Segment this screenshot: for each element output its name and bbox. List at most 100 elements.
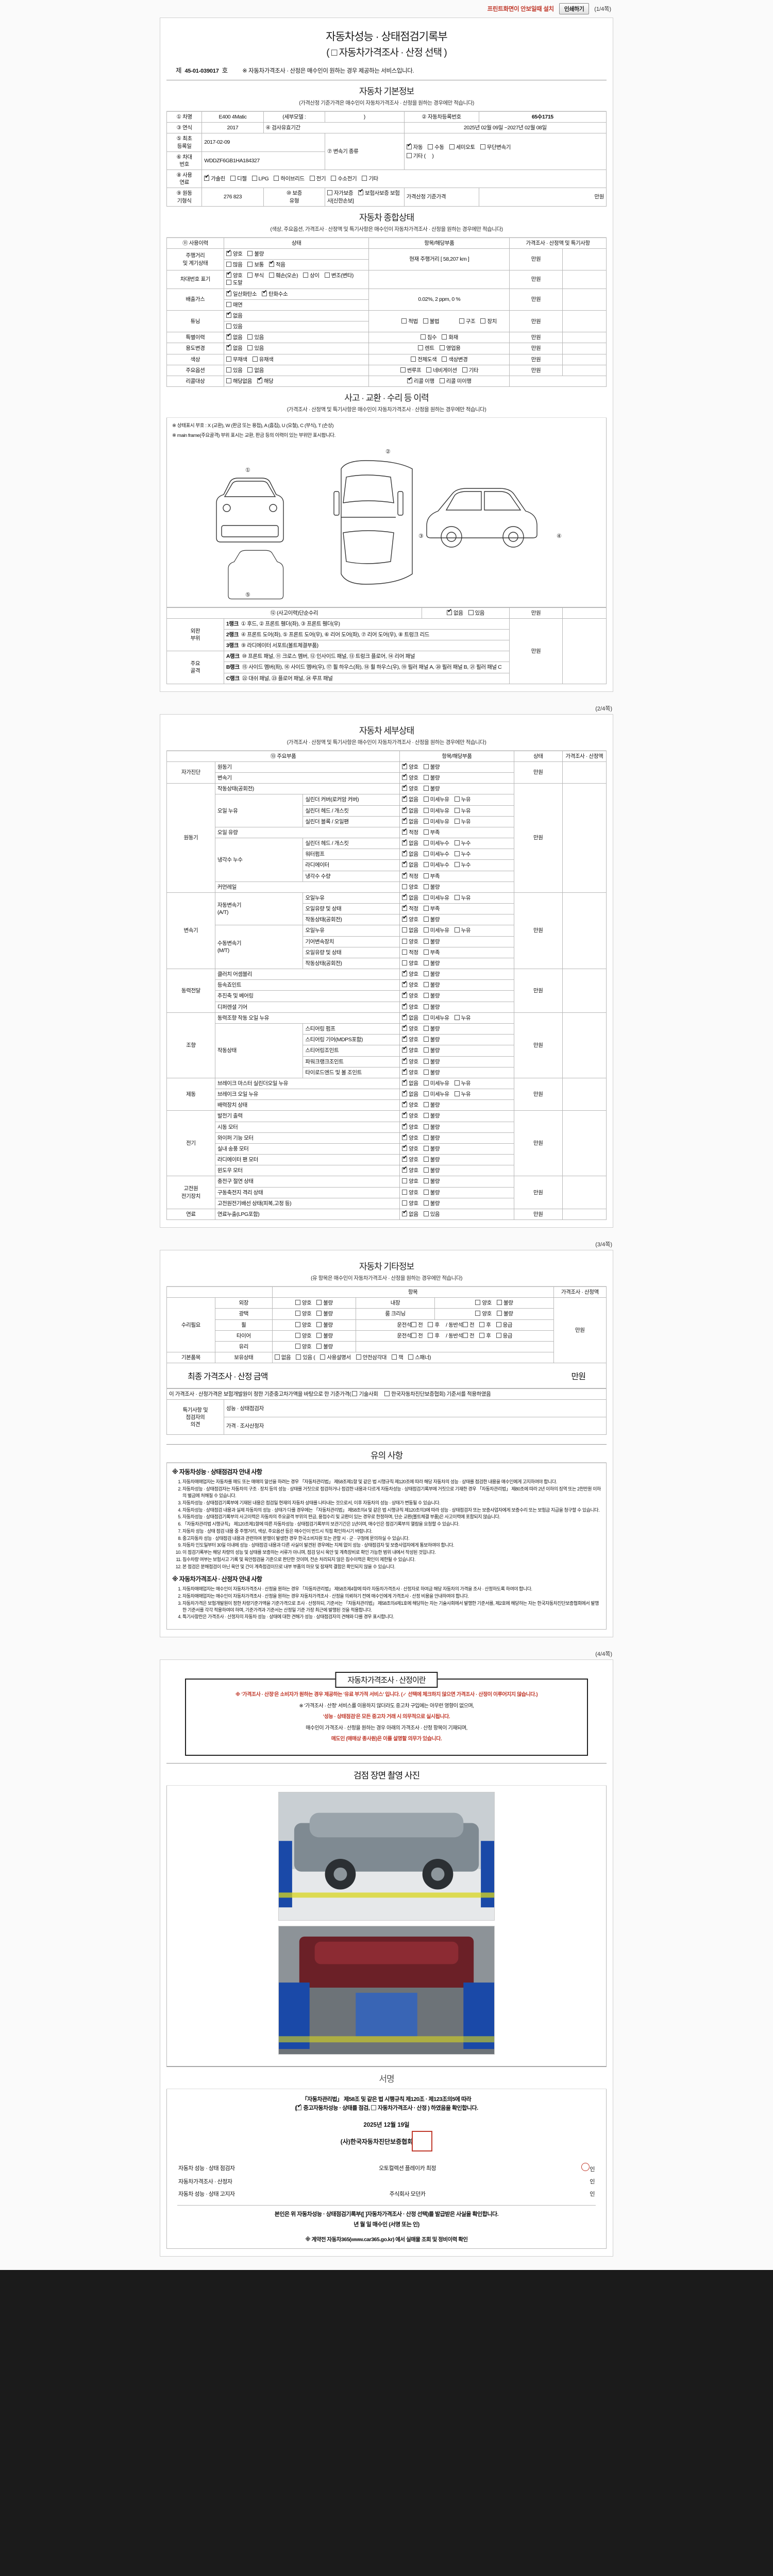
etc-opt3-3-2[interactable]: 응급	[496, 1332, 512, 1340]
checkbox-icon[interactable]	[358, 189, 364, 196]
checkbox-icon[interactable]	[462, 1332, 468, 1338]
checkbox-icon[interactable]	[423, 884, 429, 889]
etc-opt1-1-0[interactable]: 양호	[295, 1310, 312, 1317]
transmission-option-0[interactable]: 자동	[406, 143, 423, 151]
checkbox-icon[interactable]	[423, 1157, 429, 1162]
detail-opt-7-1-1[interactable]: 불량	[423, 1189, 440, 1196]
checkbox-icon[interactable]	[462, 1321, 468, 1327]
checkbox-icon[interactable]	[392, 1354, 397, 1360]
detail-opt-3-3-1[interactable]: 불량	[423, 1004, 440, 1011]
checkbox-icon[interactable]	[402, 1003, 408, 1009]
overall-item-7-2[interactable]: 기타	[462, 367, 479, 374]
checkbox-icon[interactable]	[423, 851, 429, 857]
etc-opt1-0-1[interactable]: 불량	[316, 1299, 333, 1307]
detail-opt-2-6-0[interactable]: 양호	[402, 960, 418, 967]
detail-opt-1-0-1[interactable]: 불량	[423, 785, 440, 792]
detail-opt-6-2-0[interactable]: 양호	[402, 1133, 418, 1142]
detail-opt-2-2-0[interactable]: 양호	[402, 915, 418, 923]
checkbox-icon[interactable]	[316, 1311, 322, 1316]
overall-item-5-1[interactable]: 영업용	[439, 345, 461, 352]
checkbox-icon[interactable]	[423, 1026, 429, 1031]
checkbox-icon[interactable]	[454, 796, 460, 802]
checkbox-icon[interactable]	[454, 851, 460, 857]
fuel-option-1[interactable]: 디젤	[230, 175, 247, 182]
detail-opt-4-0-1[interactable]: 미세누유	[423, 1014, 449, 1022]
overall-item-3-0[interactable]: 구조	[459, 318, 476, 325]
checkbox-icon[interactable]	[204, 174, 210, 181]
checkbox-icon[interactable]	[496, 1332, 501, 1338]
checkbox-icon[interactable]	[226, 356, 231, 362]
etc-opt1-2-0[interactable]: 양호	[295, 1321, 312, 1329]
checkbox-icon[interactable]	[230, 176, 236, 181]
checkbox-icon[interactable]	[402, 762, 408, 769]
checkbox-icon[interactable]	[402, 1155, 408, 1162]
checkbox-icon[interactable]	[423, 786, 429, 791]
checkbox-icon[interactable]	[402, 1100, 408, 1108]
detail-opt-4-4-1[interactable]: 불량	[423, 1058, 440, 1065]
detail-opt-4-0-2[interactable]: 누유	[454, 1014, 471, 1022]
checkbox-icon[interactable]	[402, 949, 408, 955]
etc-hold-opt-0[interactable]: 없음	[274, 1354, 291, 1361]
detail-opt-2-2-1[interactable]: 불량	[423, 916, 440, 923]
checkbox-icon[interactable]	[479, 1332, 485, 1338]
detail-opt-1-6-1[interactable]: 미세누수	[423, 851, 449, 858]
checkbox-icon[interactable]	[262, 290, 267, 296]
detail-opt-1-2-1[interactable]: 미세누유	[423, 807, 449, 815]
detail-opt-7-0-1[interactable]: 불량	[423, 1178, 440, 1185]
checkbox-icon[interactable]	[423, 764, 429, 769]
detail-opt-3-1-1[interactable]: 불량	[423, 981, 440, 989]
checkbox-icon[interactable]	[295, 1321, 300, 1327]
checkbox-icon[interactable]	[423, 1124, 429, 1129]
basis-option-1[interactable]: 기술사회	[352, 1391, 378, 1398]
etc-opt2-1-0[interactable]: 양호	[475, 1310, 492, 1317]
detail-opt-1-2-2[interactable]: 누유	[454, 807, 471, 815]
detail-opt-4-1-0[interactable]: 양호	[402, 1024, 418, 1032]
detail-opt-2-4-1[interactable]: 불량	[423, 938, 440, 945]
transmission-other[interactable]: 기타 ( )	[406, 152, 434, 160]
checkbox-icon[interactable]	[423, 807, 429, 813]
detail-opt-6-0-1[interactable]: 불량	[423, 1112, 440, 1120]
checkbox-icon[interactable]	[402, 915, 408, 922]
detail-opt-2-3-0[interactable]: 없음	[402, 927, 418, 934]
checkbox-icon[interactable]	[402, 980, 408, 988]
checkbox-icon[interactable]	[402, 1057, 408, 1064]
checkbox-icon[interactable]	[226, 280, 231, 285]
detail-opt-5-1-0[interactable]: 없음	[402, 1090, 418, 1098]
checkbox-icon[interactable]	[251, 176, 257, 181]
checkbox-icon[interactable]	[423, 971, 429, 977]
detail-opt-7-2-0[interactable]: 양호	[402, 1200, 418, 1207]
fuel-option-0[interactable]: 가솔린	[204, 174, 225, 182]
checkbox-icon[interactable]	[423, 862, 429, 868]
detail-opt-3-2-0[interactable]: 양호	[402, 991, 418, 999]
simple-repair-option-0[interactable]: 없음	[446, 608, 463, 617]
overall-opt-1-0[interactable]: 양호	[226, 271, 243, 279]
detail-opt-6-1-0[interactable]: 양호	[402, 1123, 418, 1131]
overall-opt-8-0[interactable]: 해당없음	[226, 378, 252, 385]
overall-mid-3-0[interactable]: 적법	[401, 318, 418, 325]
detail-opt-5-2-1[interactable]: 불량	[423, 1101, 440, 1109]
checkbox-icon[interactable]	[418, 345, 424, 351]
overall-item-4-1[interactable]: 화재	[442, 334, 458, 341]
checkbox-icon[interactable]	[468, 609, 474, 615]
detail-opt-0-0-0[interactable]: 양호	[402, 762, 418, 771]
checkbox-icon[interactable]	[316, 1300, 322, 1306]
overall-opt-8-1[interactable]: 해당	[257, 377, 274, 385]
checkbox-icon[interactable]	[402, 884, 408, 889]
etc-opt2-3-1[interactable]: 후	[428, 1332, 440, 1340]
detail-opt-4-5-1[interactable]: 불량	[423, 1069, 440, 1076]
checkbox-icon[interactable]	[423, 894, 429, 900]
checkbox-icon[interactable]	[295, 1311, 300, 1316]
detail-opt-1-3-2[interactable]: 누유	[454, 818, 471, 825]
checkbox-icon[interactable]	[320, 1354, 326, 1360]
checkbox-icon[interactable]	[296, 2104, 302, 2111]
detail-opt-2-5-0[interactable]: 적정	[402, 949, 418, 956]
detail-opt-5-1-2[interactable]: 누유	[454, 1091, 471, 1098]
checkbox-icon[interactable]	[402, 893, 408, 900]
overall-opt-1-4[interactable]: 변조(변타)	[324, 272, 354, 279]
overall-opt-3-0[interactable]: 없음	[226, 311, 243, 319]
detail-opt-7-1-0[interactable]: 양호	[402, 1189, 418, 1196]
etc-opt1-3-0[interactable]: 양호	[295, 1332, 312, 1340]
detail-opt-1-8-1[interactable]: 부족	[423, 873, 440, 880]
checkbox-icon[interactable]	[257, 377, 262, 383]
checkbox-icon[interactable]	[247, 273, 253, 278]
